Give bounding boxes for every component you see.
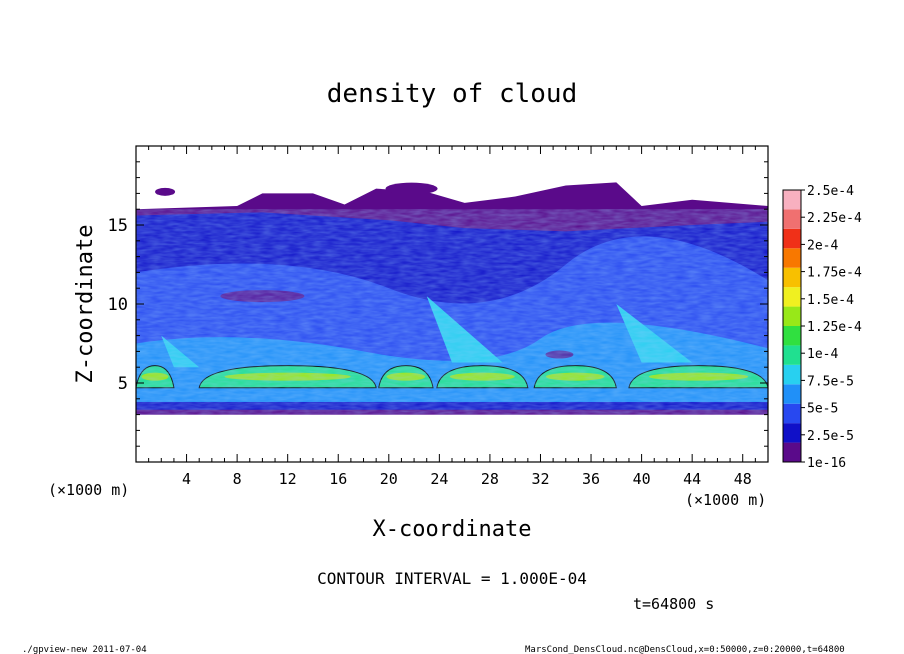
colorbar-swatch [783, 403, 801, 424]
program-label: ./gpview-new 2011-07-04 [22, 645, 147, 654]
colorbar-swatch [783, 209, 801, 229]
cloud-patch [385, 182, 438, 195]
x-tick-label: 40 [633, 470, 651, 488]
x-tick-label: 32 [531, 470, 549, 488]
x-tick-label: 8 [233, 470, 242, 488]
x-tick-label: 36 [582, 470, 600, 488]
colorbar-swatch [783, 442, 801, 462]
colorbar-swatch [783, 326, 801, 346]
colorbar-label: 1.25e-4 [807, 320, 862, 335]
colorbar-label: 1e-16 [807, 456, 846, 471]
cloud-patch [155, 187, 176, 196]
y-tick-label: 5 [118, 374, 128, 394]
source-label: MarsCond_DensCloud.nc@DensCloud,x=0:5000… [525, 645, 845, 654]
colorbar-swatch [783, 423, 801, 443]
cloud-field [135, 182, 769, 415]
colorbar-swatch [783, 287, 801, 307]
x-unit-left: (×1000 m) [48, 481, 129, 499]
y-axis-label: Z-coordinate [73, 225, 98, 384]
contour-interval: CONTOUR INTERVAL = 1.000E-04 [317, 569, 587, 588]
x-ticks: 4 8 12 16 20 24 28 32 36 40 44 48 [148, 146, 756, 488]
colorbar-label: 1.5e-4 [807, 293, 854, 308]
colorbar-label: 2e-4 [807, 238, 838, 253]
x-tick-label: 24 [430, 470, 448, 488]
y-ticks: 5 10 15 [108, 161, 768, 447]
colorbar-label: 2.25e-4 [807, 211, 862, 226]
x-tick-label: 44 [683, 470, 701, 488]
colorbar-label: 2.5e-5 [807, 429, 854, 444]
colorbar-swatch [783, 248, 801, 268]
colorbar-label: 7.5e-5 [807, 374, 854, 389]
colorbar-label: 2.5e-4 [807, 184, 854, 199]
colorbar: 2.5e-4 2.25e-4 2e-4 1.75e-4 1.5e-4 1.25e-4 1e-… [782, 184, 862, 471]
x-tick-label: 16 [329, 470, 347, 488]
chart-title: density of cloud [327, 79, 577, 109]
colorbar-label: 5e-5 [807, 402, 838, 417]
colorbar-swatch [783, 345, 801, 365]
colorbar-swatch [783, 267, 801, 288]
x-tick-label: 12 [279, 470, 297, 488]
colorbar-label: 1.75e-4 [807, 266, 862, 281]
y-tick-label: 10 [108, 295, 128, 315]
colorbar-swatch [783, 306, 801, 326]
colorbar-swatch [783, 228, 801, 249]
time-label: t=64800 s [633, 595, 714, 613]
y-tick-label: 15 [108, 216, 128, 236]
x-unit-right: (×1000 m) [685, 491, 766, 509]
field-texture [136, 209, 768, 415]
x-tick-label: 48 [734, 470, 752, 488]
x-axis-label: X-coordinate [373, 517, 532, 542]
colorbar-swatch [783, 364, 801, 385]
x-tick-label: 20 [380, 470, 398, 488]
colorbar-swatch [783, 384, 801, 404]
colorbar-label: 1e-4 [807, 347, 838, 362]
colorbar-swatch [783, 190, 801, 210]
x-tick-label: 4 [182, 470, 191, 488]
x-tick-label: 28 [481, 470, 499, 488]
